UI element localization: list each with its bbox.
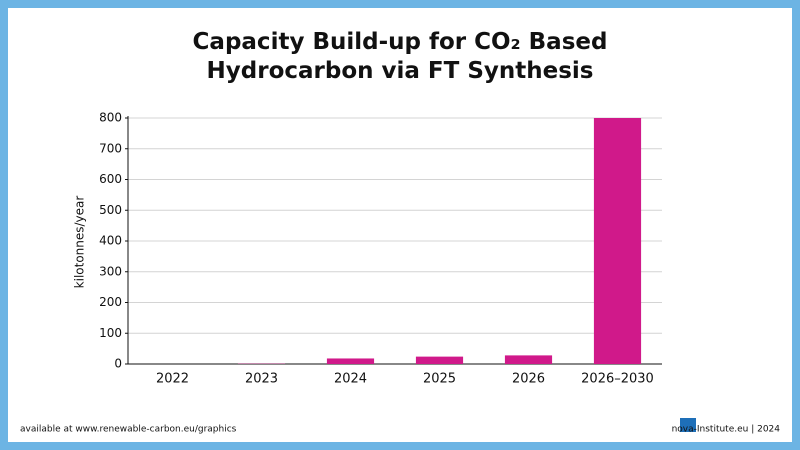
y-tick-label: 100 <box>99 326 122 340</box>
y-tick-label: 600 <box>99 172 122 186</box>
x-tick-label: 2023 <box>245 372 278 387</box>
x-tick-label: 2026–2030 <box>581 372 654 387</box>
y-tick-label: 0 <box>114 357 122 371</box>
x-tick-label: 2024 <box>334 372 367 387</box>
y-tick-label: 700 <box>99 141 122 155</box>
bar <box>415 356 464 364</box>
y-axis-label: kilotonnes/year <box>73 196 87 289</box>
x-tick-label: 2025 <box>423 372 456 387</box>
x-tick-label: 2026 <box>512 372 545 387</box>
y-tick-label: 300 <box>99 264 122 278</box>
chart-title: Capacity Build-up for CO₂ Based Hydrocar… <box>192 29 608 84</box>
bar <box>504 355 553 364</box>
y-tick-label: 200 <box>99 295 122 309</box>
logo <box>680 418 696 432</box>
y-tick-label: 500 <box>99 203 122 217</box>
y-tick-label: 400 <box>99 234 122 248</box>
panel <box>8 8 792 442</box>
bar <box>593 118 642 364</box>
y-tick-label: 800 <box>99 111 122 125</box>
x-tick-label: 2022 <box>156 372 189 387</box>
bar <box>326 358 375 364</box>
credit: nova-Institute.eu | 2024 <box>672 425 781 435</box>
source-note: available at www.renewable-carbon.eu/gra… <box>20 425 237 435</box>
